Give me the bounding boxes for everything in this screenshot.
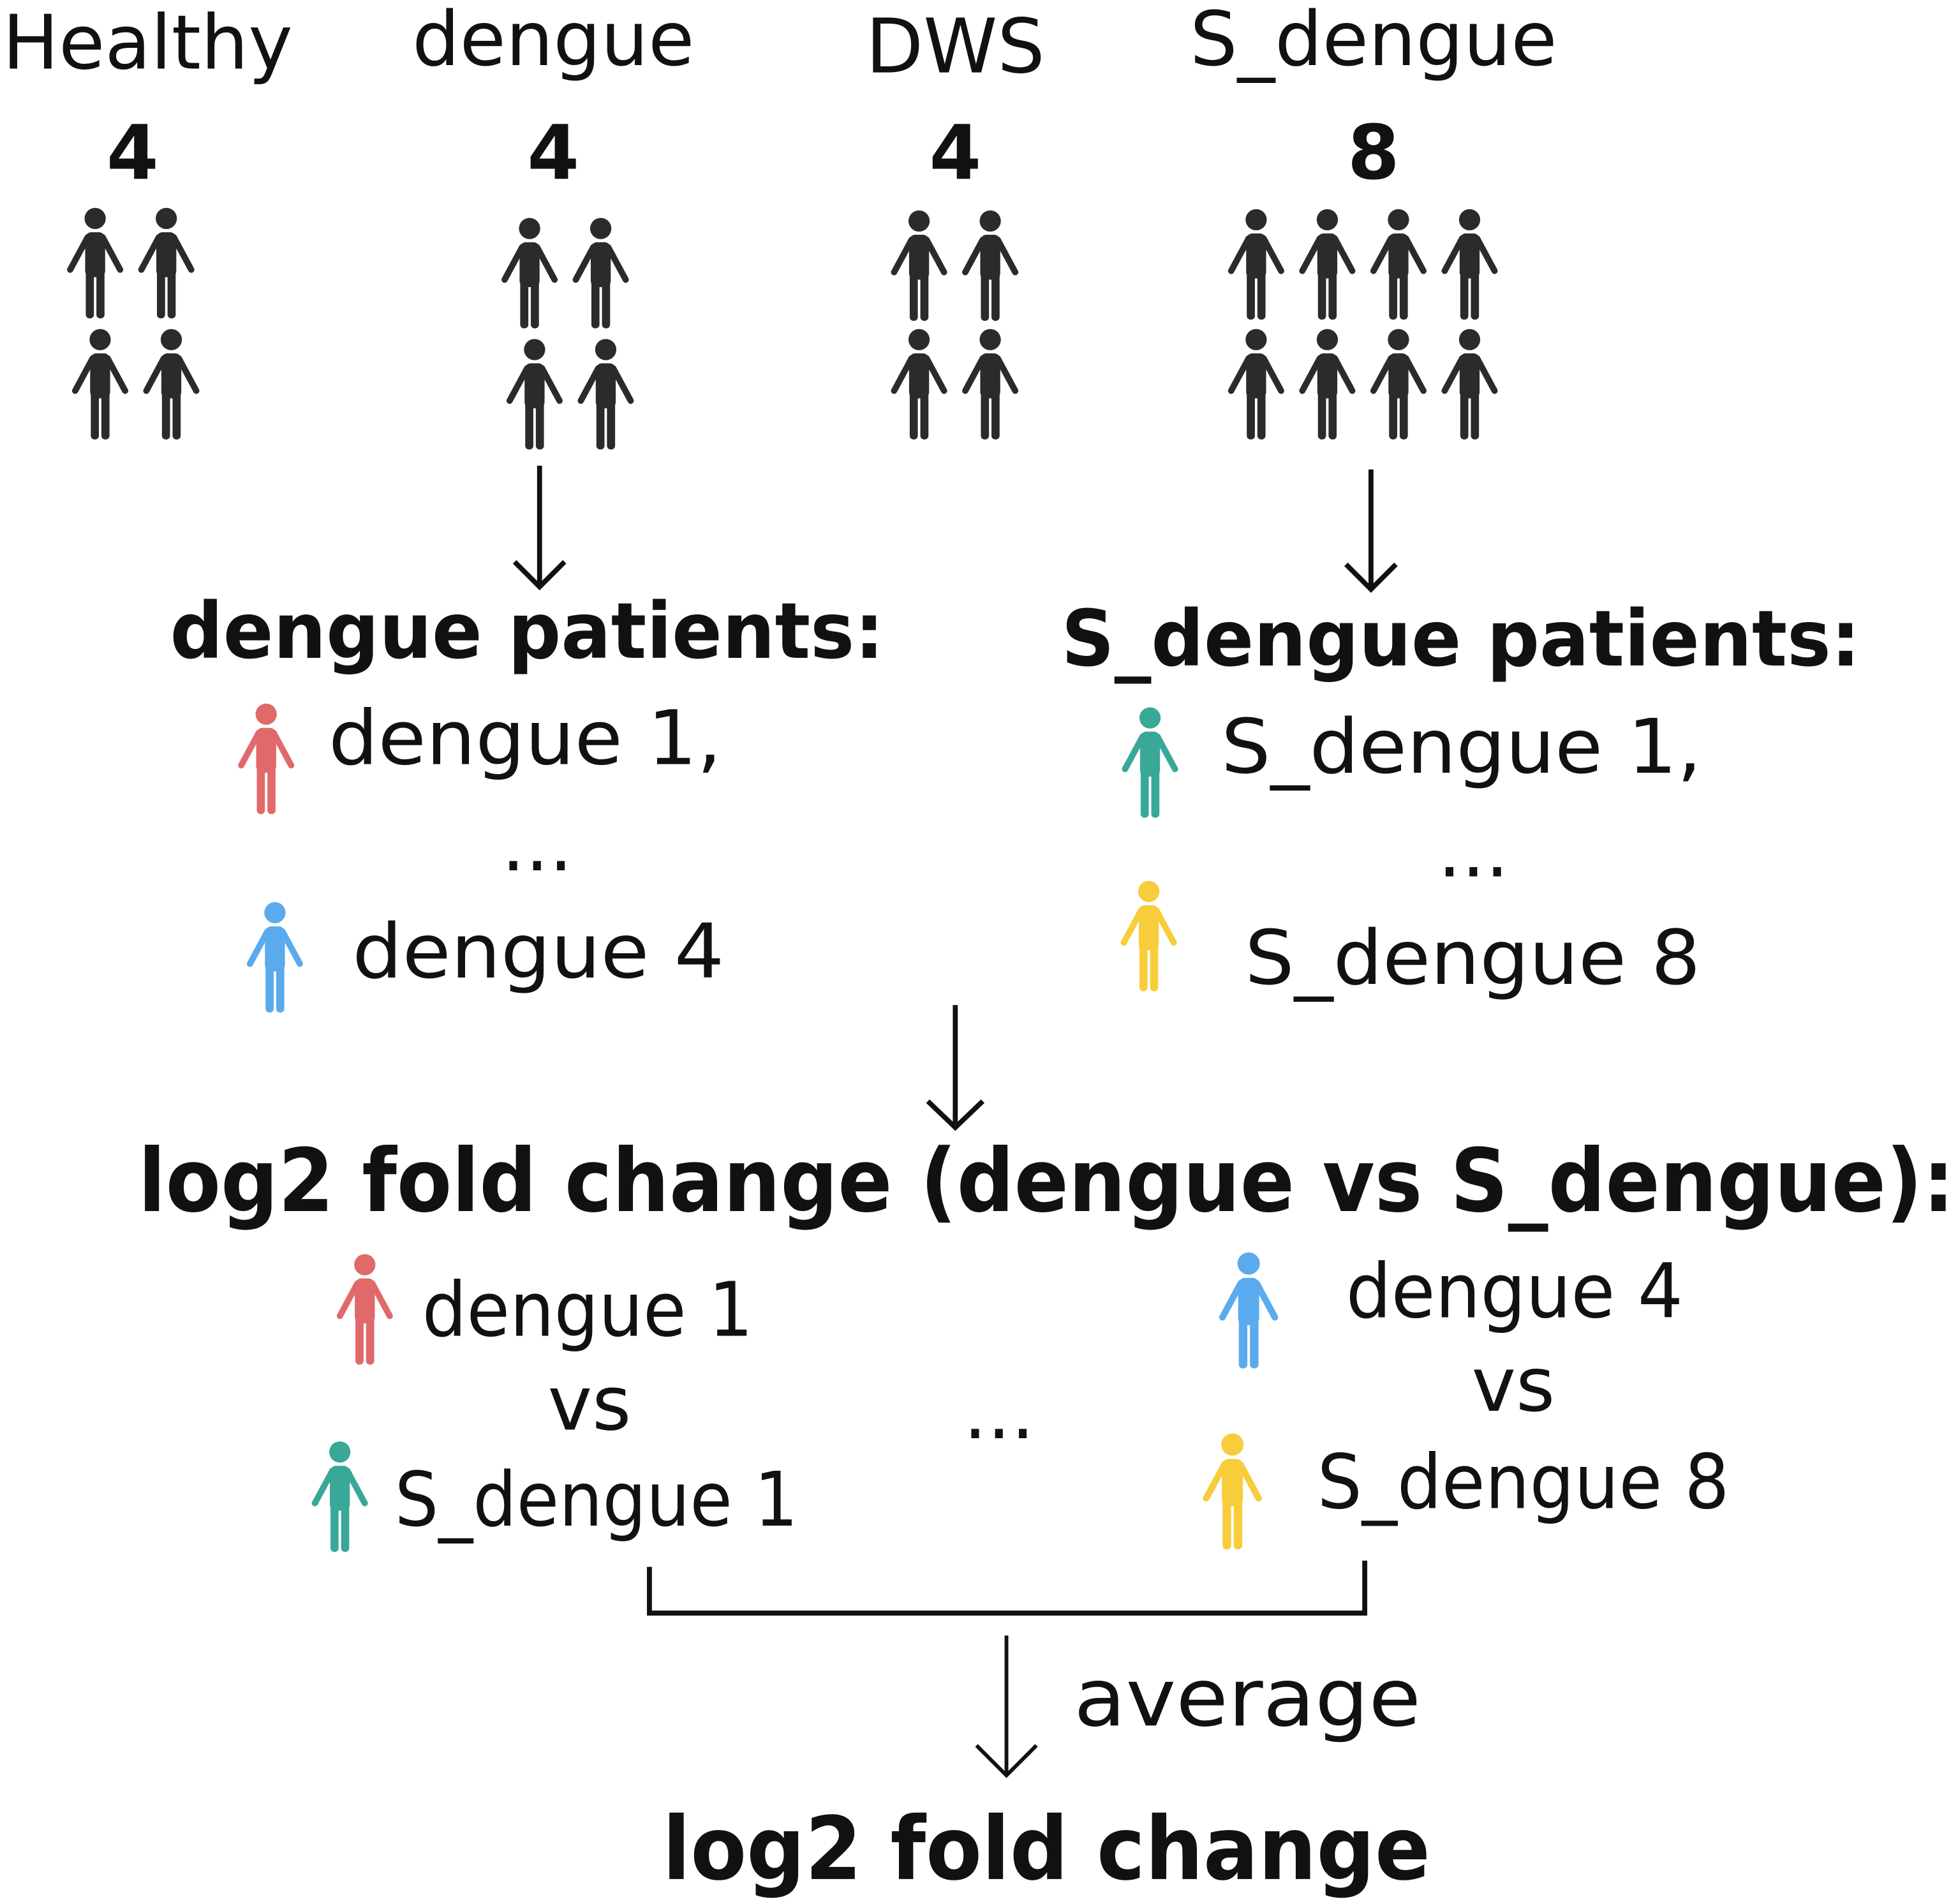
arrow	[975, 1635, 1038, 1778]
group-count: 8	[1347, 109, 1400, 197]
arrow	[512, 465, 567, 591]
group-label: DWS	[866, 3, 1045, 90]
group-label: dengue	[412, 0, 694, 83]
bracket	[647, 1560, 1368, 1616]
person-icon	[1227, 209, 1284, 320]
person-icon	[138, 207, 195, 318]
pair-a: dengue 4	[1346, 1247, 1683, 1335]
pair-b: S_dengue 8	[1317, 1439, 1730, 1526]
person-icon	[1219, 1252, 1279, 1369]
person-icon	[1441, 209, 1498, 320]
patient-label: S_dengue 8	[1245, 914, 1700, 1002]
person-icon	[1299, 209, 1356, 320]
person-icon	[891, 210, 947, 321]
arrow	[1344, 469, 1398, 593]
person-icon	[246, 902, 303, 1013]
person-icon	[577, 339, 634, 450]
person-icon	[1370, 329, 1427, 440]
group-count: 4	[929, 109, 981, 197]
person-icon	[962, 210, 1019, 321]
pair-b: S_dengue 1	[395, 1456, 798, 1543]
group-count: 4	[107, 109, 159, 197]
person-icon	[501, 218, 558, 329]
section-title: S_dengue patients:	[1062, 593, 1860, 684]
person-icon	[1120, 881, 1177, 992]
ellipsis: ...	[963, 1369, 1035, 1456]
average-label: average	[1074, 1651, 1421, 1744]
group-label: S_dengue	[1190, 0, 1557, 83]
pair-vs: vs	[1472, 1341, 1555, 1429]
ellipsis: ...	[501, 801, 573, 888]
person-icon	[1203, 1433, 1262, 1550]
person-icon	[238, 703, 295, 814]
person-icon	[143, 329, 200, 440]
group-count: 4	[527, 109, 579, 197]
person-icon	[1227, 329, 1284, 440]
patient-label: S_dengue 1,	[1221, 703, 1702, 791]
person-icon	[506, 339, 563, 450]
arrow	[926, 1005, 985, 1131]
ellipsis: ...	[1437, 807, 1509, 895]
person-icon	[311, 1441, 368, 1552]
person-icon	[67, 207, 124, 318]
person-icon	[71, 329, 128, 440]
comparison-title: log2 fold change (dengue vs S_dengue):	[138, 1131, 1955, 1232]
person-icon	[891, 329, 947, 440]
person-icon	[962, 329, 1019, 440]
pair-vs: vs	[548, 1360, 632, 1447]
person-icon	[572, 218, 629, 329]
person-icon	[1299, 329, 1356, 440]
person-icon	[336, 1254, 393, 1365]
person-icon	[1122, 707, 1178, 818]
person-icon	[1441, 329, 1498, 440]
patient-label: dengue 1,	[329, 695, 722, 782]
group-label: Healthy	[3, 0, 293, 87]
patient-label: dengue 4	[352, 908, 724, 995]
section-title: dengue patients:	[170, 586, 884, 676]
person-icon	[1370, 209, 1427, 320]
result: log2 fold change	[662, 1799, 1430, 1900]
pair-a: dengue 1	[422, 1267, 753, 1354]
